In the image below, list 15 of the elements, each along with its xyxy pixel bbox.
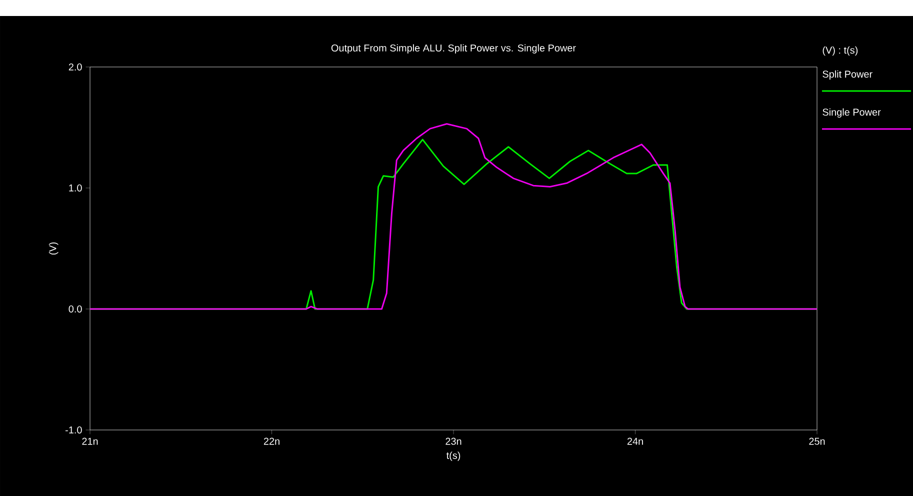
y-tick-label: 2.0 bbox=[68, 63, 82, 71]
y-axis-title: (V) bbox=[48, 242, 58, 254]
y-tick-label: 1.0 bbox=[69, 184, 82, 192]
x-axis-title: t(s) bbox=[446, 452, 460, 461]
text: Single Power bbox=[822, 108, 881, 118]
chart-title: Output From Simple ALU. Split Power vs. Single Power bbox=[331, 44, 576, 54]
x-tick-label: 23n bbox=[446, 438, 462, 445]
x-tick-label: 22n bbox=[264, 438, 280, 445]
y-tick-label: 0.0 bbox=[68, 305, 82, 313]
legend-title: (V) : t(s) bbox=[822, 46, 858, 56]
x-tick-label: 24n bbox=[627, 438, 643, 445]
x-tick-label: 25n bbox=[809, 438, 825, 445]
x-tick-label: 21n bbox=[82, 438, 98, 445]
y-tick-label: -1.0 bbox=[66, 426, 82, 434]
text: Split Power bbox=[822, 70, 872, 80]
